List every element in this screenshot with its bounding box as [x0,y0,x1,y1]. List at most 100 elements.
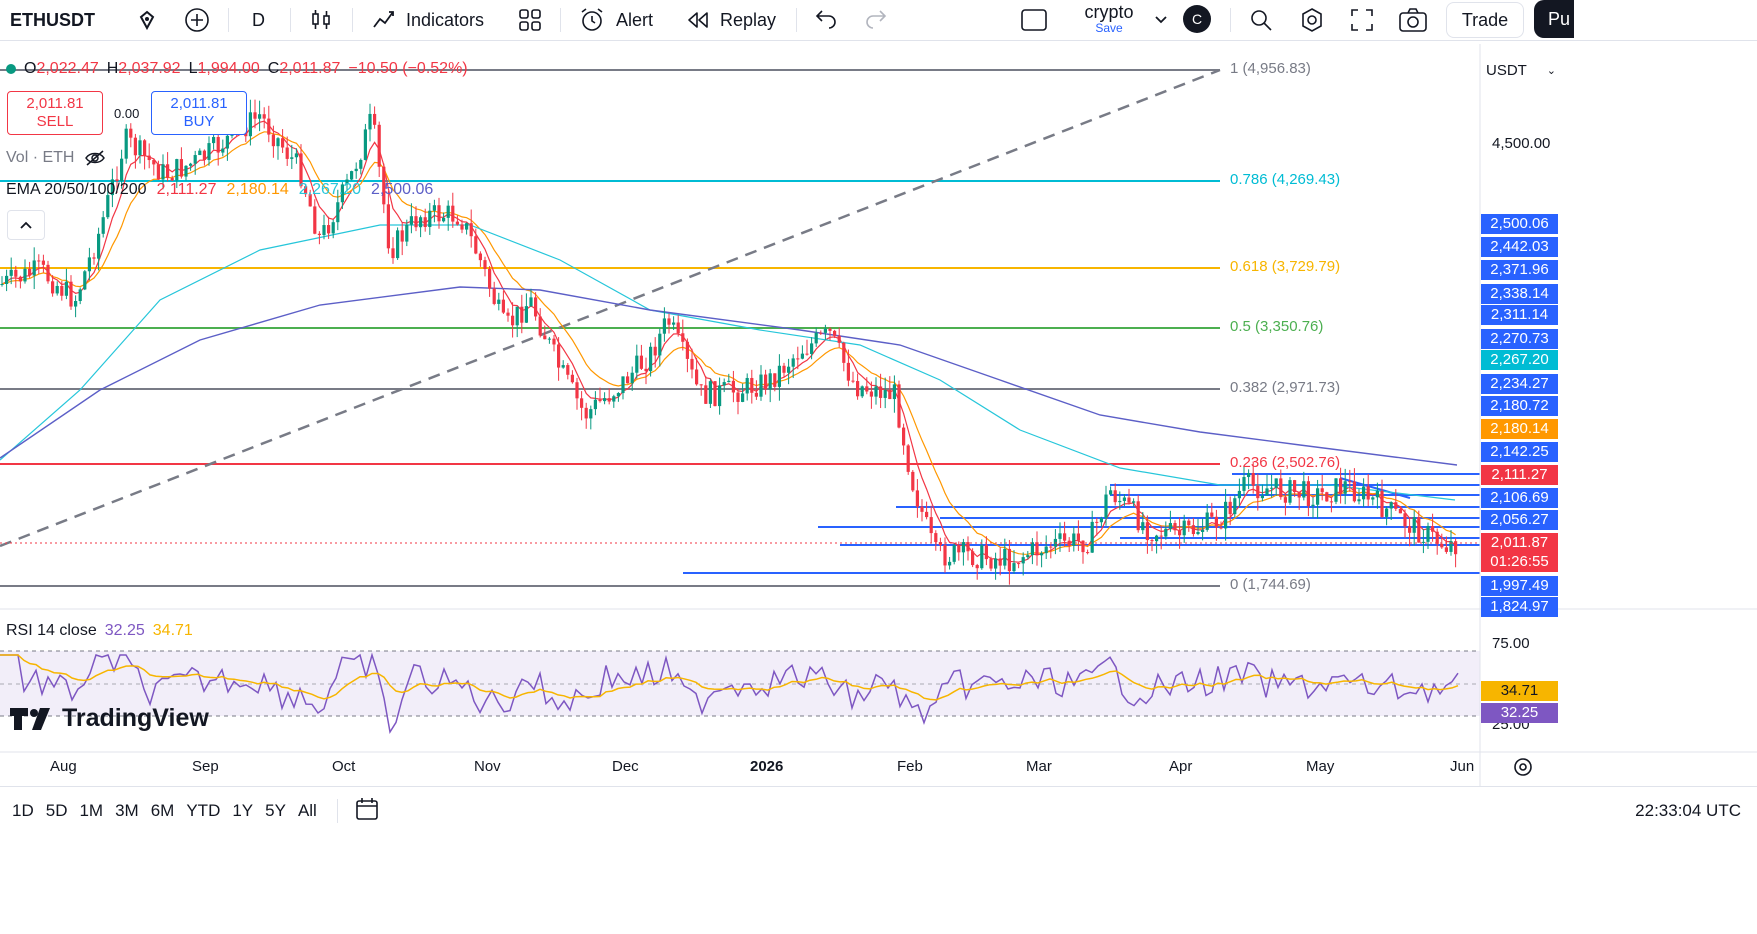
camera-icon[interactable] [1398,0,1428,40]
candle-body [957,545,961,553]
currency-selector[interactable]: USDT ⌄ [1486,58,1560,84]
indicators-button[interactable]: Indicators [372,0,484,40]
range-button-3m[interactable]: 3M [115,801,139,820]
ema-legend[interactable]: EMA 20/50/100/200 2,111.27 2,180.14 2,26… [6,181,433,199]
range-button-1d[interactable]: 1D [12,801,34,820]
candle-body [598,399,602,402]
candle-body [860,386,864,397]
candle-body [290,157,294,159]
candle-body [722,382,726,386]
trade-button[interactable]: Trade [1446,2,1524,38]
candle-body [143,140,147,156]
candle-body [1389,502,1393,509]
candle-body [989,559,993,569]
rsi-value: 32.25 [104,622,145,639]
trend-line[interactable] [0,68,1221,548]
sell-button[interactable]: 2,011.81 SELL [7,91,103,135]
sell-price: 2,011.81 [26,95,84,112]
replay-button[interactable]: Replay [686,0,776,40]
candle-body [124,128,128,159]
symbol-label: ETHUSDT [10,9,95,30]
candle-body [1412,517,1416,533]
candle-body [152,160,156,165]
price-axis-label: 2,338.14 [1481,284,1558,304]
range-button-1m[interactable]: 1M [79,801,104,820]
tradingview-watermark[interactable]: TradingView [10,704,209,733]
candle-body [1132,501,1136,503]
quick-search-icon[interactable] [1248,0,1274,40]
candle-body [23,268,27,282]
candle-body [511,315,515,326]
undo-icon[interactable] [814,0,838,40]
alert-button[interactable]: Alert [578,0,653,40]
candle-body [331,222,335,234]
layout-name-button[interactable]: crypto Save [1074,2,1144,35]
trend-segment[interactable] [1339,477,1411,499]
candle-body [672,322,676,325]
candle-body [202,150,206,160]
volume-legend[interactable]: Vol · ETH [6,149,106,167]
symbol-search[interactable]: ETHUSDT [10,0,95,40]
clock[interactable]: 22:33:04 UTC [1635,801,1741,820]
range-button-6m[interactable]: 6M [150,801,175,820]
candle-body [534,297,538,317]
candle-body [952,545,956,562]
candle-body [92,257,96,259]
candle-body [350,171,354,180]
templates-icon[interactable] [518,0,542,40]
interval-button[interactable]: D [252,0,265,40]
candle-body [1329,501,1333,503]
candle-body [193,155,197,164]
candle-body [727,380,731,383]
fullscreen-icon[interactable] [1350,0,1374,40]
add-symbol-icon[interactable] [136,0,158,40]
candle-body [575,382,579,399]
eye-hidden-icon[interactable] [84,149,106,167]
candle-body [833,330,837,336]
redo-icon[interactable] [864,0,888,40]
time-axis-label: Sep [192,758,219,775]
range-button-1y[interactable]: 1Y [232,801,254,820]
candle-body [828,328,832,331]
candle-body [1385,508,1389,517]
buy-button[interactable]: 2,011.81 BUY [151,91,247,135]
alert-label: Alert [616,9,654,30]
range-button-all[interactable]: All [297,801,317,820]
candle-body [1150,540,1154,542]
candle-body [41,260,45,265]
candle-body [713,381,717,407]
candle-body [1072,533,1076,546]
candle-body [253,112,257,119]
candles-icon[interactable] [310,0,332,40]
candle-body [1219,527,1223,529]
candle-body [787,366,791,373]
publish-button[interactable]: Pu [1534,0,1574,38]
candle-body [1237,490,1241,499]
candle-body [1196,531,1200,535]
price-chart[interactable] [0,44,1757,786]
axis-settings-icon[interactable] [1512,756,1534,783]
candle-body [285,147,289,159]
candle-body [1081,540,1085,553]
candle-body [819,332,823,334]
compare-plus-icon[interactable] [184,0,210,40]
chevron-down-icon[interactable] [1154,0,1168,40]
range-button-ytd[interactable]: YTD [186,801,221,820]
change-value: −10.50 (−0.52%) [348,60,468,77]
settings-gear-icon[interactable] [1298,0,1326,40]
go-to-date-icon[interactable] [354,796,380,827]
candle-body [1270,487,1274,489]
rsi-legend[interactable]: RSI 14 close 32.25 34.71 [6,622,193,640]
range-button-5d[interactable]: 5D [45,801,68,820]
avatar[interactable]: C [1183,5,1211,33]
publish-label: Pu [1548,9,1571,29]
layout-square-icon[interactable] [1020,0,1048,40]
candle-body [1026,555,1030,558]
candle-body [336,202,340,223]
range-button-5y[interactable]: 5Y [265,801,286,820]
candle-body [373,113,377,125]
candle-body [1173,523,1177,531]
collapse-legend-button[interactable] [7,210,45,240]
candle-body [929,517,933,534]
fibonacci-retracement[interactable] [0,69,1220,587]
